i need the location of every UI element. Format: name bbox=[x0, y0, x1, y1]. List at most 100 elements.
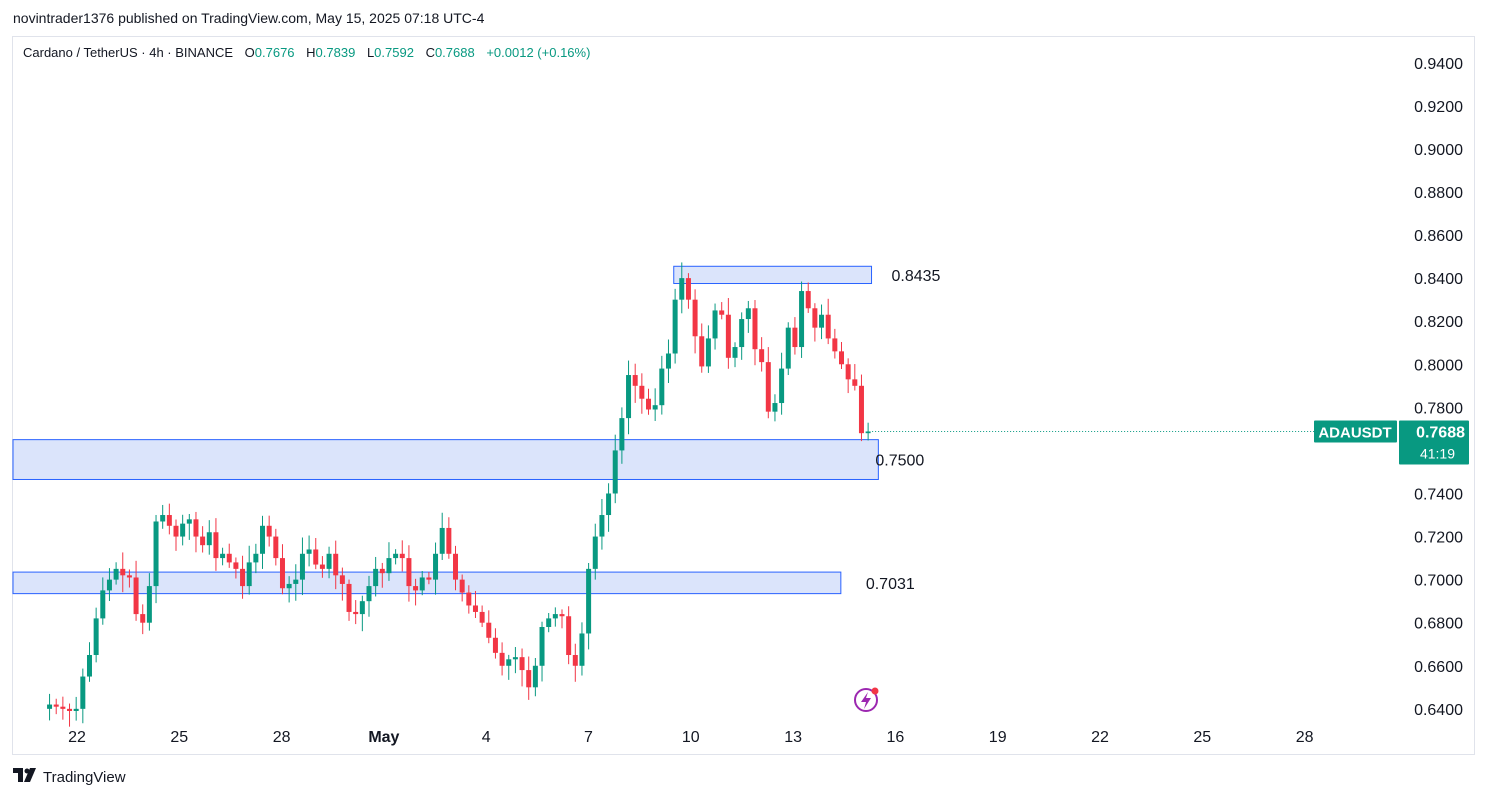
zone-box[interactable] bbox=[12, 571, 842, 595]
candle-body bbox=[586, 568, 592, 634]
zone-label: 0.7500 bbox=[875, 453, 924, 470]
candle-body bbox=[705, 338, 711, 367]
candle-body bbox=[679, 278, 685, 300]
time-tick-label: 16 bbox=[887, 729, 905, 746]
price-tick-label: 0.9000 bbox=[1414, 142, 1463, 159]
flash-icon[interactable] bbox=[854, 687, 879, 712]
candle-body bbox=[852, 379, 858, 386]
candle-body bbox=[419, 577, 425, 591]
candle-body bbox=[393, 553, 399, 559]
price-tag-value: 0.7688 bbox=[1416, 424, 1465, 441]
candle-body bbox=[792, 327, 798, 348]
candle-body bbox=[47, 704, 53, 709]
tradingview-logo-icon bbox=[13, 768, 39, 787]
candle-body bbox=[839, 351, 844, 365]
candle-body bbox=[413, 586, 419, 591]
candle-body bbox=[719, 310, 725, 315]
candle-body bbox=[506, 659, 512, 666]
candle-body bbox=[812, 308, 818, 328]
candle-body bbox=[779, 368, 785, 404]
candle-body bbox=[832, 338, 838, 352]
candle-body bbox=[552, 614, 558, 619]
candle-body bbox=[173, 525, 179, 537]
candle-body bbox=[133, 577, 139, 615]
candle-body bbox=[120, 568, 126, 576]
time-tick-label: 28 bbox=[1296, 729, 1314, 746]
candle-body bbox=[240, 568, 246, 587]
candle-body bbox=[326, 553, 332, 569]
candle-body bbox=[273, 536, 279, 559]
candle-body bbox=[453, 553, 459, 580]
candle-body bbox=[186, 519, 192, 524]
zone-box[interactable] bbox=[12, 439, 879, 480]
candle-body bbox=[632, 375, 638, 386]
candle-body bbox=[166, 515, 172, 526]
price-tick-label: 0.6400 bbox=[1414, 702, 1463, 719]
price-tick-label: 0.7200 bbox=[1414, 530, 1463, 547]
price-tick-label: 0.9200 bbox=[1414, 99, 1463, 116]
candle-body bbox=[246, 562, 252, 587]
time-tick-label: 28 bbox=[273, 729, 291, 746]
candle-body bbox=[446, 527, 452, 554]
candle-body bbox=[153, 521, 159, 587]
candle-body bbox=[160, 515, 166, 522]
candle-body bbox=[492, 637, 498, 653]
candle-body bbox=[819, 314, 825, 328]
brand-name: TradingView bbox=[43, 769, 126, 786]
candle-body bbox=[646, 398, 652, 410]
candle-body bbox=[80, 676, 86, 709]
time-tick-label: 7 bbox=[584, 729, 593, 746]
open-value: 0.7676 bbox=[254, 45, 295, 60]
candle-body bbox=[306, 549, 312, 554]
candle-body bbox=[86, 655, 92, 677]
time-tick-label: 4 bbox=[482, 729, 491, 746]
low-label: L bbox=[366, 45, 375, 60]
candle-body bbox=[53, 704, 59, 707]
candle-body bbox=[333, 553, 339, 576]
candle-body bbox=[739, 319, 745, 348]
candle-body bbox=[499, 652, 505, 666]
candle-body bbox=[512, 657, 518, 660]
time-tick-label: 22 bbox=[68, 729, 86, 746]
candle-body bbox=[652, 405, 658, 410]
candle-body bbox=[379, 568, 385, 574]
candle-body bbox=[612, 450, 618, 494]
candle-body bbox=[606, 493, 612, 516]
high-value: 0.7839 bbox=[315, 45, 356, 60]
candle-body bbox=[180, 523, 186, 537]
candle-body bbox=[466, 592, 472, 606]
close-label: C bbox=[425, 45, 435, 60]
candle-body bbox=[253, 553, 259, 563]
candle-body bbox=[426, 577, 432, 580]
candle-body bbox=[785, 327, 791, 369]
candle-body bbox=[858, 385, 864, 434]
price-axis: 0.9400 0.9200 0.9000 0.8800 0.8600 0.8400 0.82… bbox=[1414, 56, 1463, 719]
price-tick-label: 0.8200 bbox=[1414, 314, 1463, 331]
candle-body bbox=[592, 536, 598, 569]
zone-box[interactable] bbox=[673, 265, 873, 285]
price-tick-label: 0.8400 bbox=[1414, 271, 1463, 288]
candle-body bbox=[113, 568, 119, 580]
price-tick-label: 0.6800 bbox=[1414, 616, 1463, 633]
candle-body bbox=[213, 532, 219, 559]
candle-body bbox=[386, 558, 392, 574]
candle-body bbox=[73, 708, 79, 711]
candle-body bbox=[559, 614, 565, 617]
high-label: H bbox=[306, 45, 316, 60]
tradingview-brand[interactable]: TradingView bbox=[13, 768, 126, 787]
candle-body bbox=[433, 553, 439, 580]
candle-body bbox=[93, 618, 99, 656]
candle-body bbox=[745, 308, 751, 320]
candle-body bbox=[772, 403, 778, 412]
candle-body bbox=[60, 706, 66, 709]
candle-body bbox=[319, 564, 325, 569]
chart-frame[interactable] bbox=[12, 36, 1475, 755]
time-tick-label: 25 bbox=[170, 729, 188, 746]
candle-body bbox=[339, 575, 345, 584]
candle-body bbox=[399, 553, 405, 559]
candle-body bbox=[472, 605, 478, 612]
price-tick-label: 0.6600 bbox=[1414, 659, 1463, 676]
candle-body bbox=[579, 633, 585, 666]
candle-body bbox=[765, 362, 771, 412]
